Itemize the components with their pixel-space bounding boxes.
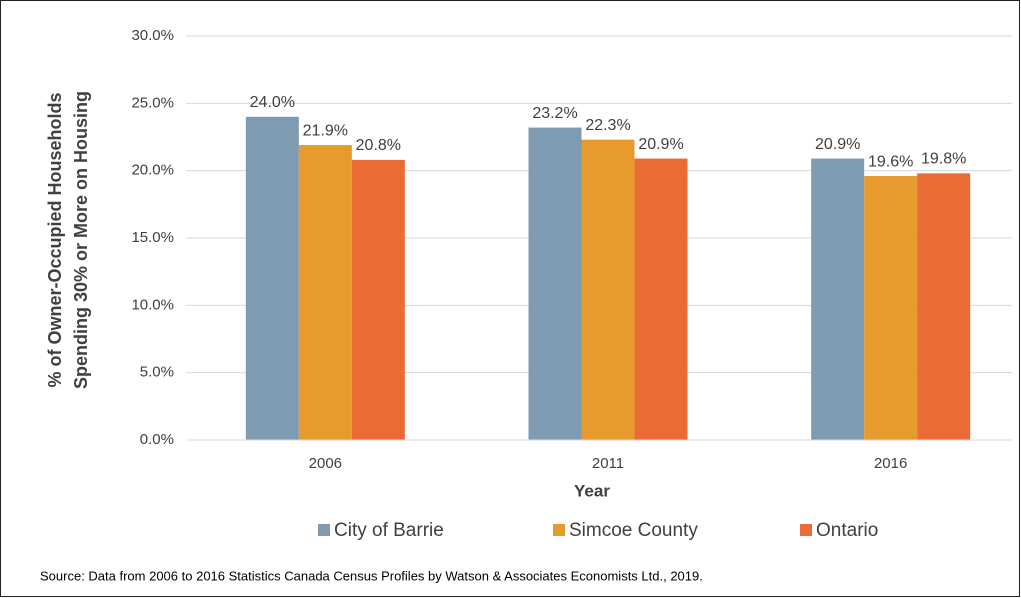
legend-label: Simcoe County: [569, 520, 698, 541]
data-label: 22.3%: [585, 117, 630, 134]
legend-label: Ontario: [816, 520, 878, 541]
y-tick-label: 30.0%: [131, 27, 174, 44]
y-tick-label: 10.0%: [131, 296, 174, 313]
y-tick-label: 0.0%: [140, 431, 174, 448]
x-tick-label: 2016: [874, 455, 907, 472]
data-label: 20.8%: [356, 137, 401, 154]
bar: [528, 127, 582, 440]
bar: [864, 176, 918, 440]
bar: [917, 173, 971, 441]
y-tick-label: 20.0%: [131, 162, 174, 179]
data-label: 19.6%: [868, 153, 913, 170]
y-tick-label: 25.0%: [131, 94, 174, 111]
data-label: 21.9%: [303, 122, 348, 139]
bar: [245, 116, 299, 441]
bar: [634, 158, 688, 440]
legend-swatch: [800, 524, 812, 536]
x-tick-label: 2006: [309, 455, 342, 472]
y-axis-title: Spending 30% or More on Housing: [71, 91, 91, 389]
source-note: Source: Data from 2006 to 2016 Statistic…: [40, 568, 703, 583]
data-label: 20.9%: [815, 136, 860, 153]
legend-label: City of Barrie: [334, 520, 444, 541]
legend-swatch: [553, 524, 565, 536]
bar: [298, 145, 352, 440]
y-tick-label: 5.0%: [140, 364, 174, 381]
data-label: 23.2%: [532, 105, 577, 122]
data-label: 19.8%: [921, 151, 966, 168]
x-tick-label: 2011: [592, 455, 624, 472]
data-label: 20.9%: [638, 136, 683, 153]
y-axis-title: % of Owner-Occupied Households: [45, 92, 65, 387]
y-tick-label: 15.0%: [131, 229, 174, 246]
bar: [351, 159, 405, 441]
legend-swatch: [318, 524, 330, 536]
x-axis-title: Year: [574, 481, 610, 500]
bar: [811, 158, 865, 440]
data-label: 24.0%: [250, 94, 295, 111]
bar: [581, 139, 635, 440]
